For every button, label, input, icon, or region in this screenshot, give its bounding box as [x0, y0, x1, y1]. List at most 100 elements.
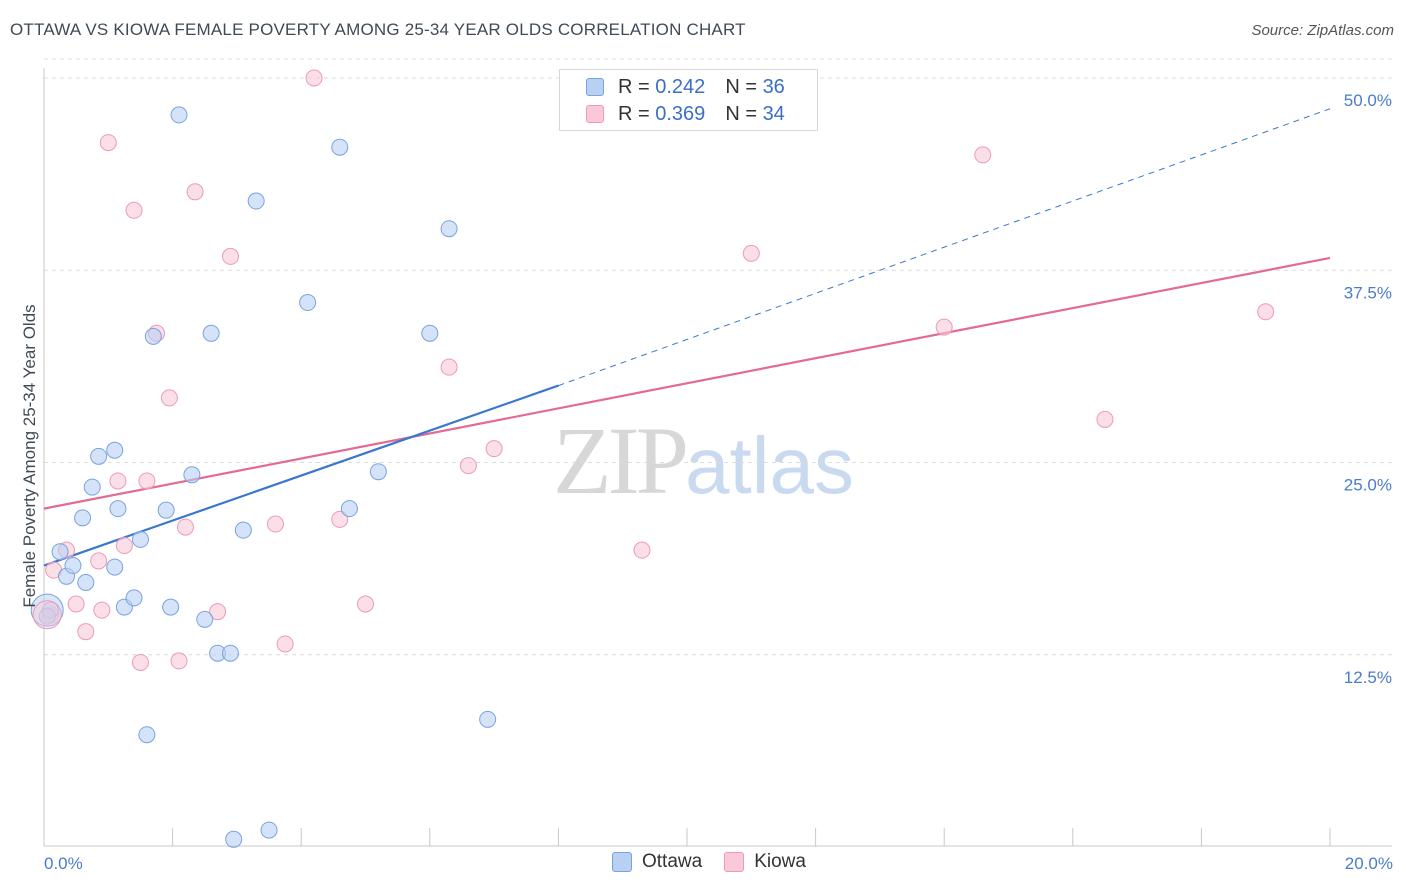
kiowa-point — [459, 457, 477, 475]
kiowa-point — [485, 440, 503, 458]
kiowa-large-point — [32, 600, 62, 630]
y-tick-label: 37.5% — [1344, 283, 1392, 302]
ottawa-point — [83, 478, 101, 496]
kiowa-r-value: 0.369 — [655, 102, 706, 125]
kiowa-legend-swatch — [724, 852, 745, 872]
ottawa-legend-label: Ottawa — [642, 851, 703, 872]
ottawa-n-label: N = — [725, 75, 757, 98]
ottawa-point — [64, 557, 82, 575]
ottawa-r-label: R = — [618, 75, 650, 98]
ottawa-point — [369, 463, 387, 481]
kiowa-point — [125, 201, 143, 219]
ottawa-point — [109, 500, 127, 518]
kiowa-point — [742, 244, 760, 262]
ottawa-point — [183, 466, 201, 484]
ottawa-point — [331, 138, 349, 156]
kiowa-point — [160, 389, 178, 407]
ottawa-point — [225, 830, 243, 848]
kiowa-point — [221, 247, 239, 265]
ottawa-point — [421, 324, 439, 342]
ottawa-point — [125, 589, 143, 607]
y-tick-label: 50.0% — [1344, 91, 1392, 110]
ottawa-point — [157, 501, 175, 519]
legend-row-ottawa: R = 0.242 N = 36 — [586, 76, 785, 98]
legend-item-ottawa[interactable]: Ottawa — [612, 851, 702, 873]
axes — [43, 68, 1392, 847]
kiowa-point — [1096, 410, 1114, 428]
ottawa-point — [221, 644, 239, 662]
ottawa-point — [131, 530, 149, 548]
kiowa-r-label: R = — [618, 102, 650, 125]
chart-title: OTTAWA VS KIOWA FEMALE POVERTY AMONG 25-… — [10, 20, 746, 39]
ottawa-point — [247, 192, 265, 210]
ottawa-point — [162, 598, 180, 616]
kiowa-point — [176, 518, 194, 536]
kiowa-point — [266, 515, 284, 533]
ottawa-point — [202, 324, 220, 342]
ottawa-point — [299, 294, 317, 312]
ottawa-trend-line — [43, 384, 559, 567]
kiowa-point — [90, 552, 108, 570]
grid-lines — [44, 58, 1392, 656]
ottawa-swatch — [586, 78, 604, 96]
ottawa-r-value: 0.242 — [655, 75, 706, 98]
series-legend: Ottawa Kiowa — [612, 851, 828, 873]
kiowa-point — [974, 146, 992, 164]
ottawa-point — [138, 726, 156, 744]
kiowa-point — [77, 623, 95, 641]
kiowa-point — [170, 652, 188, 670]
kiowa-point — [209, 603, 227, 621]
x-tick-label-max: 20.0% — [1345, 854, 1393, 873]
kiowa-point — [131, 653, 149, 671]
data-points — [30, 69, 1275, 848]
kiowa-point — [305, 69, 323, 87]
kiowa-point — [331, 510, 349, 528]
zipatlas-watermark: ZIPatlas — [553, 405, 854, 516]
ottawa-point — [106, 441, 124, 459]
ottawa-point — [144, 327, 162, 345]
ottawa-point — [106, 558, 124, 576]
kiowa-trend-line — [43, 256, 1331, 510]
ottawa-point — [170, 106, 188, 124]
axis-labels: 12.5% 25.0% 37.5% 50.0% 0.0% 20.0% Female Pove… — [20, 91, 1393, 873]
ottawa-trend-extension — [558, 108, 1331, 387]
kiowa-n-value: 34 — [762, 102, 785, 125]
kiowa-legend-label: Kiowa — [754, 851, 806, 872]
kiowa-point — [115, 537, 133, 555]
kiowa-point — [186, 183, 204, 201]
ottawa-point — [74, 509, 92, 527]
ottawa-point — [90, 447, 108, 465]
legend-row-kiowa: R = 0.369 N = 34 — [586, 103, 785, 125]
ottawa-point — [260, 821, 278, 839]
y-tick-label: 12.5% — [1344, 668, 1392, 687]
kiowa-point — [357, 595, 374, 613]
kiowa-point — [109, 472, 127, 490]
ottawa-point — [234, 521, 252, 539]
kiowa-point — [93, 601, 111, 619]
kiowa-point — [633, 541, 651, 559]
kiowa-point — [276, 635, 294, 653]
kiowa-point — [1257, 303, 1275, 321]
ottawa-point — [479, 710, 497, 728]
watermark-atlas: atlas — [685, 421, 854, 510]
ottawa-point — [51, 543, 69, 561]
kiowa-point — [440, 358, 458, 376]
legend-item-kiowa[interactable]: Kiowa — [724, 851, 806, 873]
x-tick-label-min: 0.0% — [44, 854, 83, 873]
kiowa-swatch — [586, 105, 604, 123]
y-axis-label: Female Poverty Among 25-34 Year Olds — [20, 304, 39, 607]
ottawa-legend-swatch — [612, 852, 632, 872]
trend-lines — [43, 108, 1331, 567]
source-credit: Source: ZipAtlas.com — [1251, 22, 1394, 39]
kiowa-point — [935, 318, 953, 336]
kiowa-point — [138, 472, 156, 490]
ottawa-point — [340, 500, 358, 518]
kiowa-point — [99, 134, 117, 152]
kiowa-n-label: N = — [725, 102, 757, 125]
ottawa-n-value: 36 — [762, 75, 785, 98]
ottawa-point — [440, 220, 458, 238]
watermark-zip: ZIP — [553, 407, 689, 514]
ottawa-point — [77, 573, 95, 591]
kiowa-point — [67, 595, 85, 613]
